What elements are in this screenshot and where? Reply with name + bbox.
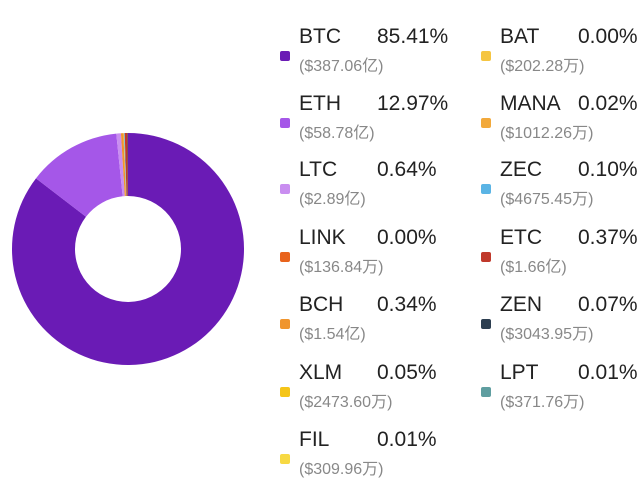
legend-name: BAT [500,25,540,48]
legend-amount: ($2473.60万) [299,394,393,411]
pie-slice-zen[interactable] [127,133,128,197]
pie-slice-etc[interactable] [124,133,128,197]
legend-item-link[interactable]: LINK 0.00% ($136.84万) [280,211,480,276]
legend-name: MANA [500,92,561,115]
legend-item-xlm[interactable]: XLM 0.05% ($2473.60万) [280,346,480,411]
legend-swatch [481,319,491,329]
pie-slice-mana[interactable] [123,133,127,197]
legend-item-bat[interactable]: BAT 0.00% ($202.28万) [481,10,640,75]
legend-amount: ($309.96万) [299,461,384,478]
legend-item-mana[interactable]: MANA 0.02% ($1012.26万) [481,77,640,142]
donut-chart [11,133,244,365]
legend-item-zec[interactable]: ZEC 0.10% ($4675.45万) [481,143,640,208]
legend-amount: ($202.28万) [500,58,585,75]
legend-percent: 0.01% [377,428,437,451]
legend-name: ETC [500,226,542,249]
legend-name: BTC [299,25,341,48]
legend-percent: 0.01% [578,361,638,384]
pie-slice-eth[interactable] [35,133,123,217]
legend-swatch [280,454,290,464]
legend-percent: 0.02% [578,92,638,115]
legend-amount: ($136.84万) [299,259,384,276]
legend-swatch [280,387,290,397]
pie-slice-fil[interactable] [123,133,127,197]
legend-percent: 0.00% [578,25,638,48]
legend-swatch [280,252,290,262]
legend-name: XLM [299,361,343,384]
legend-name: ETH [299,92,341,115]
legend-percent: 0.05% [377,361,437,384]
legend-name: LTC [299,158,338,181]
legend-amount: ($1.66亿) [500,259,567,276]
legend-swatch [280,51,290,61]
legend-amount: ($58.78亿) [299,125,375,142]
legend-name: ZEC [500,158,542,181]
legend-swatch [280,118,290,128]
legend-item-btc[interactable]: BTC 85.41% ($387.06亿) [280,10,480,75]
legend-swatch [481,252,491,262]
legend-amount: ($387.06亿) [299,58,384,75]
legend-swatch [481,118,491,128]
legend-name: LINK [299,226,346,249]
legend-item-lpt[interactable]: LPT 0.01% ($371.76万) [481,346,640,411]
legend-item-etc[interactable]: ETC 0.37% ($1.66亿) [481,211,640,276]
legend-name: ZEN [500,293,542,316]
pie-slice-zec[interactable] [123,133,127,197]
legend-item-zen[interactable]: ZEN 0.07% ($3043.95万) [481,278,640,343]
legend-percent: 85.41% [377,25,449,48]
legend-item-ltc[interactable]: LTC 0.64% ($2.89亿) [280,143,480,208]
legend-percent: 12.97% [377,92,449,115]
legend-name: FIL [299,428,330,451]
pie-slice-bch[interactable] [120,133,126,197]
legend-swatch [280,319,290,329]
legend-item-bch[interactable]: BCH 0.34% ($1.54亿) [280,278,480,343]
legend-amount: ($3043.95万) [500,326,594,343]
legend-amount: ($4675.45万) [500,191,594,208]
legend-amount: ($1.54亿) [299,326,366,343]
legend-percent: 0.34% [377,293,437,316]
legend-item-eth[interactable]: ETH 12.97% ($58.78亿) [280,77,480,142]
pie-slice-ltc[interactable] [116,133,125,197]
legend-percent: 0.10% [578,158,638,181]
legend-swatch [481,51,491,61]
legend-item-fil[interactable]: FIL 0.01% ($309.96万) [280,413,480,478]
legend-percent: 0.00% [377,226,437,249]
legend-percent: 0.37% [578,226,638,249]
legend-percent: 0.64% [377,158,437,181]
legend-swatch [481,184,491,194]
legend-name: BCH [299,293,344,316]
legend-name: LPT [500,361,539,384]
legend-percent: 0.07% [578,293,638,316]
legend-amount: ($2.89亿) [299,191,366,208]
pie-slice-xlm[interactable] [123,133,127,197]
legend-swatch [280,184,290,194]
pie-slice-btc[interactable] [11,133,244,365]
legend-amount: ($1012.26万) [500,125,594,142]
legend-swatch [481,387,491,397]
legend-amount: ($371.76万) [500,394,585,411]
